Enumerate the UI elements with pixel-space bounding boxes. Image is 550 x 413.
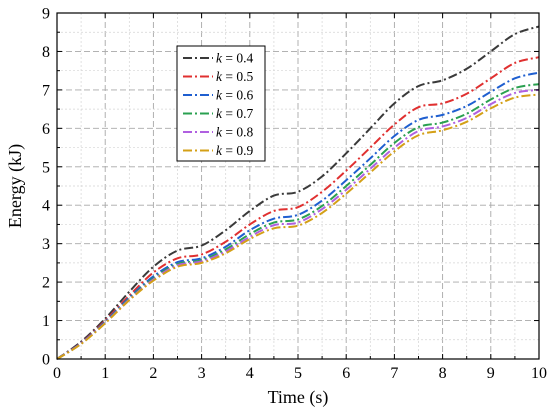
y-tick-label: 6 bbox=[42, 121, 50, 138]
x-tick-label: 7 bbox=[390, 365, 398, 382]
x-axis-label: Time (s) bbox=[268, 387, 329, 408]
y-tick-label: 1 bbox=[42, 313, 50, 330]
legend: k = 0.4 k = 0.5 k = 0.6 k = 0.7 k = 0.8 k = 0… bbox=[176, 45, 266, 162]
y-tick-label: 2 bbox=[42, 275, 50, 292]
legend-label: k = 0.5 bbox=[216, 69, 253, 84]
y-tick-label: 8 bbox=[42, 44, 50, 61]
y-tick-label: 4 bbox=[42, 198, 50, 215]
y-tick-label: 7 bbox=[42, 82, 50, 99]
x-tick-label: 9 bbox=[487, 365, 495, 382]
x-tick-label: 0 bbox=[53, 365, 61, 382]
x-tick-label: 2 bbox=[149, 365, 157, 382]
legend-label: k = 0.8 bbox=[216, 125, 253, 140]
x-tick-label: 6 bbox=[342, 365, 350, 382]
y-tick-label: 9 bbox=[42, 6, 50, 23]
tick-labels: 0 1 2 3 4 5 6 7 8 9 10 0 1 2 3 4 5 6 7 8 9 bbox=[42, 6, 547, 383]
legend-label: k = 0.6 bbox=[216, 88, 253, 103]
x-tick-label: 5 bbox=[294, 365, 302, 382]
legend-label: k = 0.7 bbox=[216, 106, 253, 121]
y-tick-label: 0 bbox=[42, 352, 50, 369]
x-tick-label: 3 bbox=[198, 365, 206, 382]
y-axis-label: Energy (kJ) bbox=[5, 144, 26, 228]
x-tick-label: 10 bbox=[531, 365, 547, 382]
grid bbox=[57, 13, 539, 359]
x-tick-label: 8 bbox=[439, 365, 447, 382]
series-line-1 bbox=[56, 25, 540, 360]
legend-label: k = 0.4 bbox=[216, 51, 253, 66]
series-line-3 bbox=[56, 71, 540, 360]
axis-ticks bbox=[56, 12, 540, 360]
legend-label: k = 0.9 bbox=[216, 143, 253, 158]
y-tick-label: 3 bbox=[42, 236, 50, 253]
series-line-6 bbox=[56, 93, 540, 360]
y-tick-label: 5 bbox=[42, 159, 50, 176]
legend-box bbox=[176, 45, 266, 162]
x-tick-label: 1 bbox=[101, 365, 109, 382]
series-lines bbox=[56, 25, 540, 360]
series-line-2 bbox=[56, 56, 540, 360]
x-tick-label: 4 bbox=[246, 365, 254, 382]
